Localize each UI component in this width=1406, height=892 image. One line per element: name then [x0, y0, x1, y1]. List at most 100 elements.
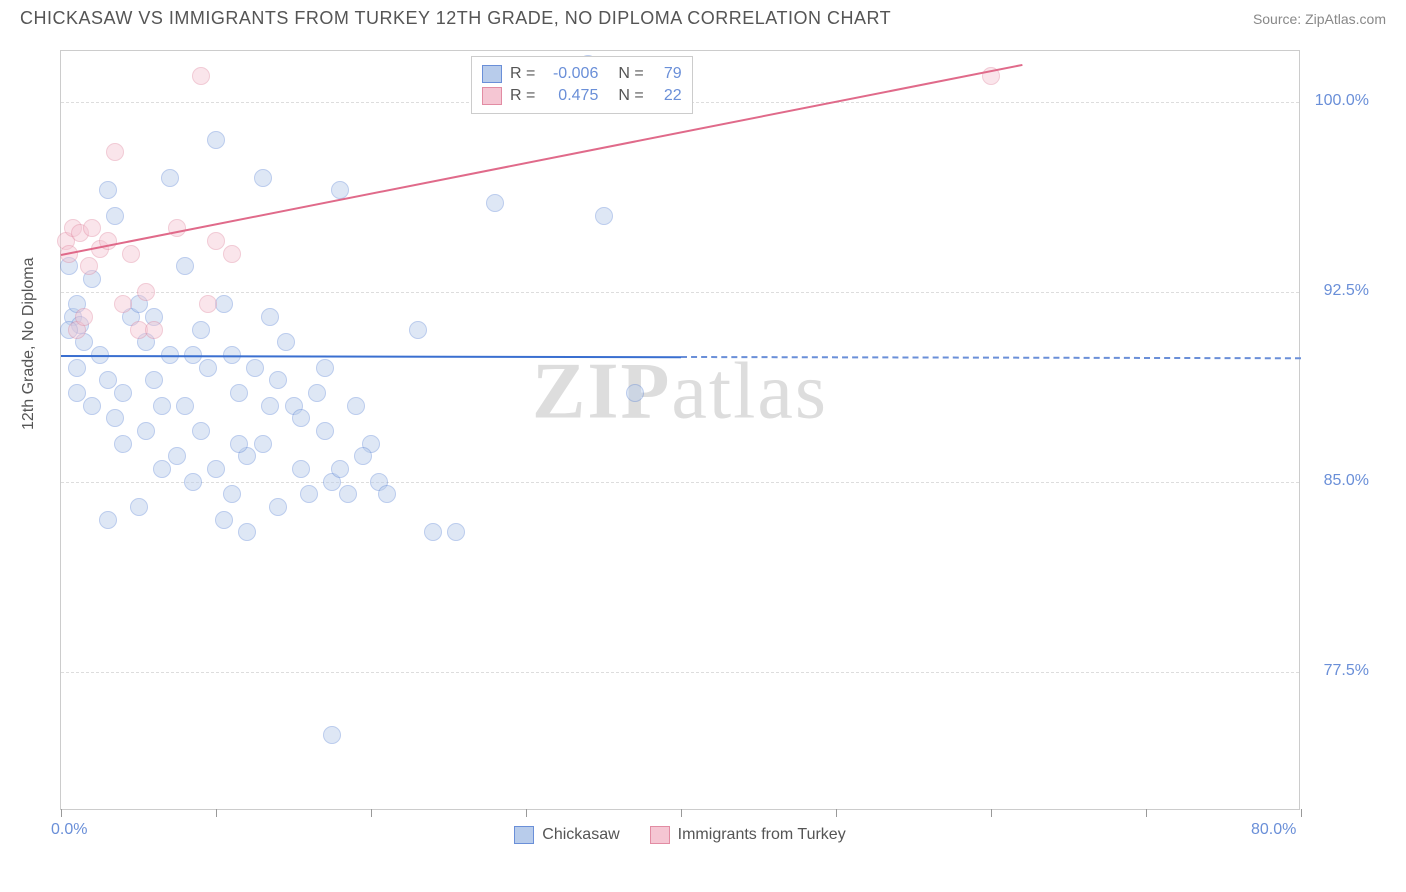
data-point: [331, 460, 349, 478]
data-point: [409, 321, 427, 339]
legend-item: Immigrants from Turkey: [650, 826, 846, 844]
n-value: 22: [652, 87, 682, 105]
data-point: [199, 359, 217, 377]
data-point: [223, 245, 241, 263]
n-label: N =: [618, 87, 643, 105]
data-point: [75, 308, 93, 326]
trend-line: [681, 356, 1301, 359]
data-point: [137, 422, 155, 440]
x-tick: [61, 809, 62, 817]
data-point: [269, 498, 287, 516]
data-point: [114, 384, 132, 402]
data-point: [215, 295, 233, 313]
data-point: [277, 333, 295, 351]
data-point: [238, 523, 256, 541]
data-point: [424, 523, 442, 541]
data-point: [122, 245, 140, 263]
data-point: [230, 435, 248, 453]
data-point: [246, 359, 264, 377]
data-point: [153, 397, 171, 415]
y-tick-label: 85.0%: [1309, 472, 1369, 490]
legend-item: Chickasaw: [514, 826, 619, 844]
x-tick: [216, 809, 217, 817]
data-point: [106, 409, 124, 427]
data-point: [145, 321, 163, 339]
legend-swatch: [482, 65, 502, 83]
data-point: [106, 143, 124, 161]
data-point: [595, 207, 613, 225]
x-tick: [991, 809, 992, 817]
data-point: [347, 397, 365, 415]
r-value: 0.475: [543, 87, 598, 105]
data-point: [300, 485, 318, 503]
gridline: [61, 672, 1299, 673]
data-point: [68, 359, 86, 377]
data-point: [626, 384, 644, 402]
data-point: [161, 169, 179, 187]
data-point: [316, 422, 334, 440]
data-point: [223, 485, 241, 503]
r-label: R =: [510, 87, 535, 105]
data-point: [354, 447, 372, 465]
data-point: [316, 359, 334, 377]
data-point: [254, 169, 272, 187]
data-point: [168, 447, 186, 465]
n-label: N =: [618, 65, 643, 83]
data-point: [261, 397, 279, 415]
data-point: [207, 460, 225, 478]
legend-swatch: [650, 826, 670, 844]
x-tick: [371, 809, 372, 817]
x-tick: [681, 809, 682, 817]
data-point: [168, 219, 186, 237]
series-legend: Chickasaw Immigrants from Turkey: [61, 826, 1299, 844]
data-point: [207, 131, 225, 149]
legend-swatch: [482, 87, 502, 105]
data-point: [99, 511, 117, 529]
data-point: [261, 308, 279, 326]
source-label: Source: ZipAtlas.com: [1253, 11, 1386, 27]
data-point: [230, 384, 248, 402]
legend-label: Immigrants from Turkey: [678, 826, 846, 844]
correlation-legend: R = -0.006 N = 79 R = 0.475 N = 22: [471, 56, 693, 114]
data-point: [83, 219, 101, 237]
legend-swatch: [514, 826, 534, 844]
data-point: [114, 295, 132, 313]
x-tick: [836, 809, 837, 817]
watermark: ZIPatlas: [532, 347, 828, 438]
data-point: [215, 511, 233, 529]
x-tick: [1146, 809, 1147, 817]
x-tick: [526, 809, 527, 817]
data-point: [106, 207, 124, 225]
data-point: [99, 371, 117, 389]
data-point: [192, 321, 210, 339]
data-point: [145, 371, 163, 389]
data-point: [184, 473, 202, 491]
r-label: R =: [510, 65, 535, 83]
n-value: 79: [652, 65, 682, 83]
data-point: [137, 283, 155, 301]
data-point: [153, 460, 171, 478]
y-axis-label: 12th Grade, No Diploma: [20, 257, 38, 430]
gridline: [61, 482, 1299, 483]
legend-row: R = 0.475 N = 22: [482, 85, 682, 107]
data-point: [130, 498, 148, 516]
data-point: [323, 726, 341, 744]
data-point: [207, 232, 225, 250]
data-point: [308, 384, 326, 402]
data-point: [176, 257, 194, 275]
data-point: [192, 67, 210, 85]
data-point: [192, 422, 210, 440]
data-point: [292, 460, 310, 478]
r-value: -0.006: [543, 65, 598, 83]
y-tick-label: 92.5%: [1309, 282, 1369, 300]
data-point: [269, 371, 287, 389]
data-point: [68, 384, 86, 402]
data-point: [486, 194, 504, 212]
data-point: [114, 435, 132, 453]
y-tick-label: 100.0%: [1309, 92, 1369, 110]
chart-plot-area: ZIPatlas 77.5%85.0%92.5%100.0%0.0%80.0%R…: [60, 50, 1300, 810]
data-point: [83, 397, 101, 415]
data-point: [447, 523, 465, 541]
data-point: [176, 397, 194, 415]
data-point: [199, 295, 217, 313]
